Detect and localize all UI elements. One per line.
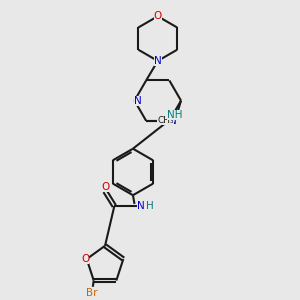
- Text: O: O: [81, 254, 89, 264]
- Text: NH: NH: [167, 110, 183, 120]
- Text: H: H: [146, 201, 154, 211]
- Text: N: N: [169, 116, 177, 126]
- Text: O: O: [101, 182, 109, 191]
- Text: CH₃: CH₃: [157, 116, 174, 125]
- Text: N: N: [154, 56, 162, 66]
- Text: Br: Br: [86, 288, 98, 298]
- Text: O: O: [154, 11, 162, 21]
- Text: N: N: [137, 201, 145, 211]
- Text: N: N: [134, 96, 142, 106]
